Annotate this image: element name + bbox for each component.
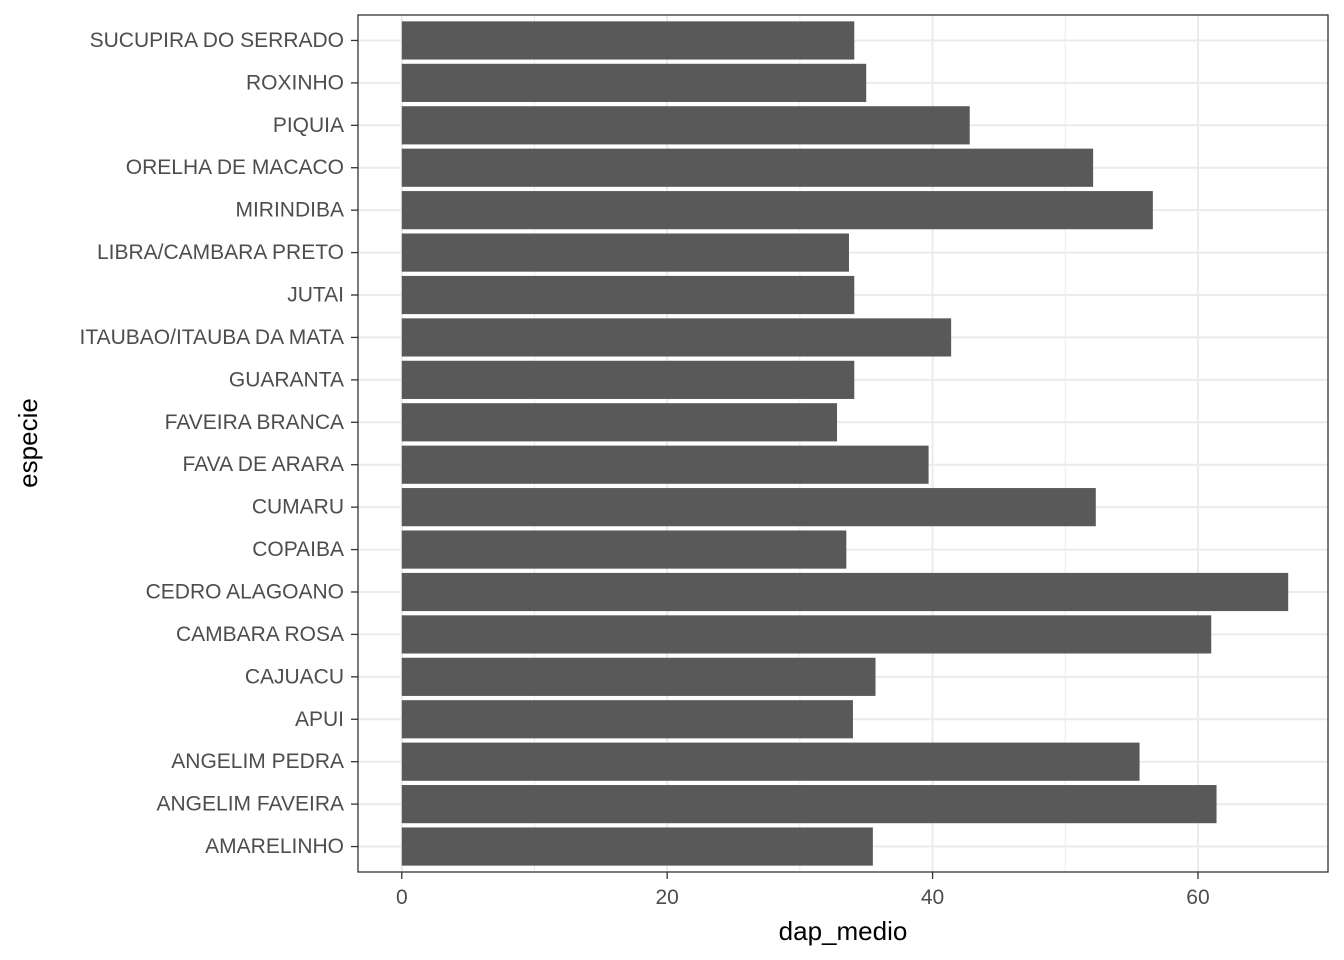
x-tick-label: 20 — [655, 886, 678, 909]
y-tick-label: CEDRO ALAGOANO — [146, 580, 344, 603]
y-tick-label: LIBRA/CAMBARA PRETO — [97, 241, 344, 264]
bar — [401, 530, 847, 569]
y-tick-label: APUI — [295, 708, 344, 731]
y-tick-label: AMARELINHO — [205, 835, 344, 858]
bar — [401, 827, 873, 866]
bar — [401, 657, 876, 696]
y-tick-label: ANGELIM FAVEIRA — [157, 793, 345, 816]
y-tick-label: CUMARU — [252, 496, 344, 519]
bar — [401, 785, 1217, 824]
bar — [401, 742, 1140, 781]
y-tick-label: ROXINHO — [246, 71, 344, 94]
x-axis: 0 20 40 60 — [396, 872, 1210, 909]
bar — [401, 21, 855, 60]
y-tick-label: CAMBARA ROSA — [176, 623, 344, 646]
bar — [401, 615, 1212, 654]
bars — [401, 21, 1289, 866]
bar — [401, 148, 1094, 187]
bar — [401, 191, 1153, 230]
bar — [401, 445, 929, 484]
bar — [401, 403, 838, 442]
y-tick-label: PIQUIA — [273, 114, 344, 137]
y-tick-label: FAVA DE ARARA — [183, 453, 344, 476]
plot-panel-border — [357, 14, 1329, 873]
bar — [401, 275, 855, 315]
bar — [401, 106, 970, 145]
y-tick-label: JUTAI — [287, 284, 344, 307]
x-tick-label: 60 — [1186, 886, 1209, 909]
bar — [401, 488, 1096, 527]
x-tick-label: 0 — [396, 886, 408, 909]
bar — [401, 318, 952, 357]
y-tick-label: MIRINDIBA — [235, 199, 344, 222]
y-tick-label: ANGELIM PEDRA — [171, 750, 344, 773]
bar — [401, 360, 855, 399]
y-axis: AMARELINHO ANGELIM FAVEIRA ANGELIM PEDRA AP… — [80, 29, 358, 858]
y-tick-label: GUARANTA — [229, 368, 344, 391]
y-tick-label: ITAUBAO/ITAUBA DA MATA — [80, 326, 345, 349]
y-tick-label: FAVEIRA BRANCA — [165, 411, 344, 434]
y-axis-title: especie — [13, 398, 43, 488]
y-tick-label: COPAIBA — [252, 538, 344, 561]
bar — [401, 700, 853, 739]
x-tick-label: 40 — [921, 886, 944, 909]
y-tick-label: CAJUACU — [245, 665, 344, 688]
x-axis-title: dap_medio — [779, 916, 908, 946]
y-tick-label: ORELHA DE MACACO — [126, 156, 344, 179]
y-tick-label: SUCUPIRA DO SERRADO — [90, 29, 344, 52]
bar — [401, 572, 1289, 612]
bar — [401, 63, 867, 102]
bar — [401, 233, 849, 272]
